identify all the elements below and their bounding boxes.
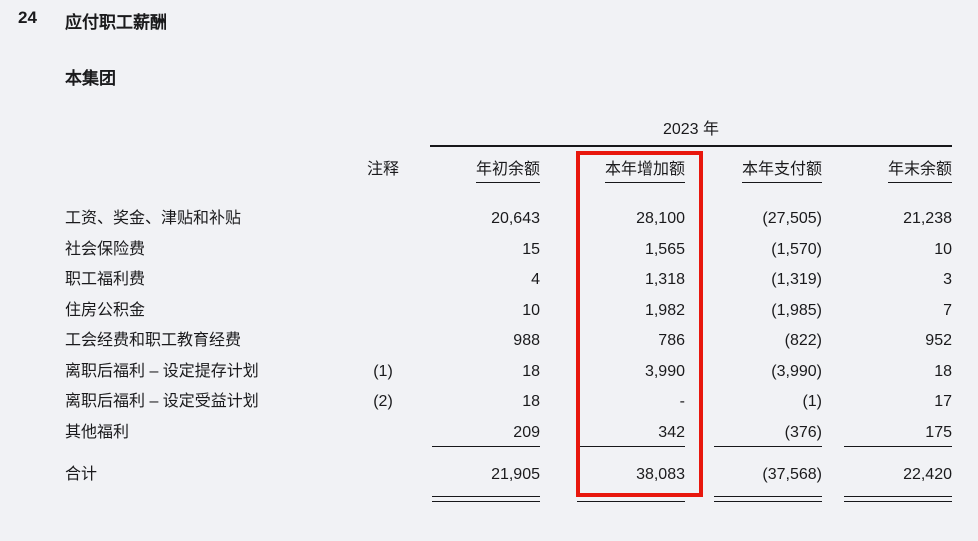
table-body: 工资、奖金、津贴和补贴 20,643 28,100 (27,505) 21,23… (65, 204, 952, 448)
cell-additions: 1,982 (644, 301, 685, 319)
row-note (350, 296, 416, 327)
row-label: 离职后福利 – 设定受益计划 (65, 393, 259, 410)
row-label: 职工福利费 (65, 271, 146, 288)
total-additions: 38,083 (636, 466, 685, 483)
double-rule-line (432, 496, 540, 502)
section-number: 24 (18, 8, 37, 27)
cell-closing: 18 (934, 362, 952, 380)
row-note (350, 204, 416, 235)
cell-additions: 786 (658, 332, 685, 349)
total-row: 合计 21,905 38,083 (37,568) 22,420 (65, 459, 952, 491)
total-opening: 21,905 (491, 466, 540, 483)
row-note (350, 418, 416, 449)
cell-opening: 20,643 (491, 210, 540, 227)
column-header-additions: 本年增加额 (540, 155, 685, 185)
cell-additions: - (679, 393, 685, 410)
cell-closing: 175 (925, 423, 952, 441)
subtotal-rule (65, 446, 952, 448)
cell-closing: 7 (943, 301, 952, 319)
row-label: 工会经费和职工教育经费 (65, 332, 242, 349)
rule-line (432, 446, 540, 447)
cell-payments: (1,570) (771, 240, 822, 258)
column-header-note: 注释 (366, 161, 399, 178)
row-label: 其他福利 (65, 423, 130, 441)
total-closing: 22,420 (903, 466, 952, 483)
group-subtitle: 本集团 (65, 69, 116, 88)
total-payments: (37,568) (762, 466, 822, 483)
cell-closing: 21,238 (903, 210, 952, 227)
cell-additions: 1,318 (644, 271, 685, 288)
cell-opening: 18 (522, 393, 540, 410)
cell-closing: 17 (934, 393, 952, 410)
cell-payments: (376) (784, 423, 822, 441)
row-note (350, 235, 416, 266)
row-label: 离职后福利 – 设定提存计划 (65, 362, 259, 380)
total-label: 合计 (65, 466, 98, 483)
column-header-closing-balance: 年末余额 (822, 155, 952, 185)
double-rule-line (844, 496, 952, 502)
cell-payments: (1,319) (771, 271, 822, 288)
section-title: 应付职工薪酬 (65, 13, 167, 32)
cell-payments: (1) (802, 393, 822, 410)
cell-payments: (822) (784, 332, 822, 349)
cell-opening: 15 (522, 240, 540, 258)
row-label: 工资、奖金、津贴和补贴 (65, 210, 242, 227)
row-note (350, 265, 416, 296)
table-header: 注释 年初余额 本年增加额 本年支付额 年末余额 (65, 155, 952, 185)
double-rule-line (577, 496, 685, 502)
cell-closing: 3 (943, 271, 952, 288)
cell-additions: 28,100 (636, 210, 685, 227)
header-spacer (65, 155, 350, 185)
column-header-opening-balance: 年初余额 (416, 155, 540, 185)
double-rule-line (714, 496, 822, 502)
cell-closing: 10 (934, 240, 952, 258)
row-note: (2) (373, 393, 393, 410)
cell-payments: (3,990) (771, 362, 822, 380)
cell-payments: (1,985) (771, 301, 822, 319)
cell-opening: 4 (531, 271, 540, 288)
column-header-payments: 本年支付额 (685, 155, 822, 185)
cell-additions: 342 (658, 423, 685, 441)
row-note (350, 326, 416, 357)
rule-line (844, 446, 952, 447)
row-label: 住房公积金 (65, 301, 146, 319)
year-header: 2023 年 (430, 119, 952, 147)
cell-opening: 18 (522, 362, 540, 380)
rule-line (714, 446, 822, 447)
total-double-rule (65, 496, 952, 502)
cell-closing: 952 (925, 332, 952, 349)
row-note: (1) (373, 362, 393, 380)
cell-additions: 1,565 (644, 240, 685, 258)
cell-opening: 988 (513, 332, 540, 349)
cell-opening: 209 (513, 423, 540, 441)
cell-payments: (27,505) (762, 210, 822, 227)
cell-additions: 3,990 (644, 362, 685, 380)
rule-line (577, 446, 685, 447)
cell-opening: 10 (522, 301, 540, 319)
row-label: 社会保险费 (65, 240, 146, 258)
page-title: 24 应付职工薪酬 (18, 8, 167, 33)
